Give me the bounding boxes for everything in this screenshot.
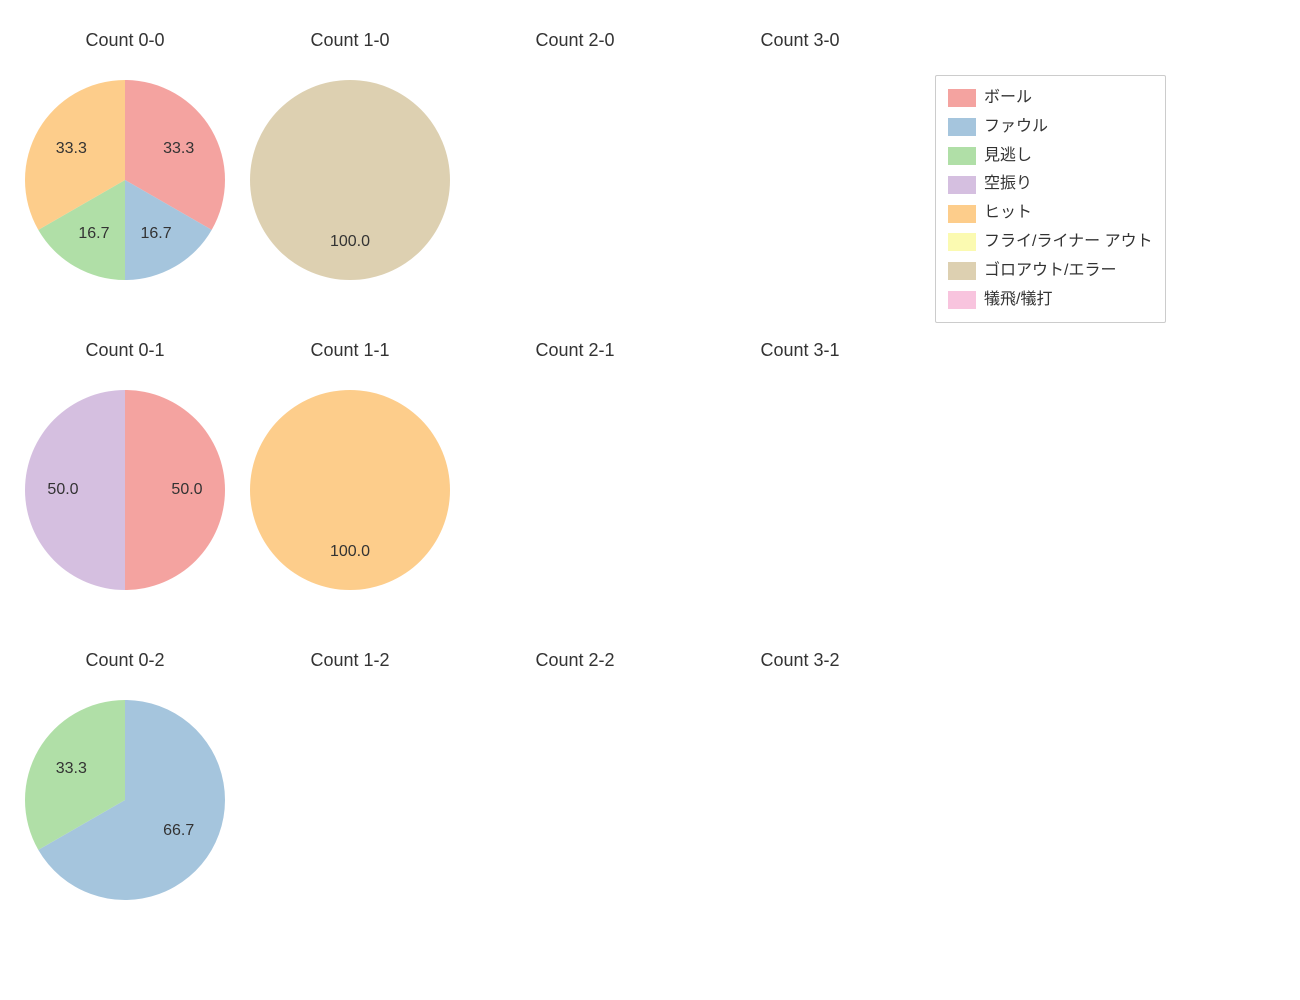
legend-swatch: [948, 233, 976, 251]
pie-chart: [23, 78, 227, 282]
legend-swatch: [948, 205, 976, 223]
legend-label: 空振り: [984, 170, 1032, 199]
pie-slice-label: 66.7: [163, 822, 194, 840]
legend-item: ボール: [948, 84, 1153, 113]
pie-slice-label: 100.0: [330, 233, 370, 251]
legend-item: ファウル: [948, 113, 1153, 142]
legend-item: 空振り: [948, 170, 1153, 199]
panel-title: Count 2-1: [535, 340, 614, 361]
legend-swatch: [948, 147, 976, 165]
panel-title: Count 3-0: [760, 30, 839, 51]
legend-label: ボール: [984, 84, 1032, 113]
legend-item: フライ/ライナー アウト: [948, 228, 1153, 257]
pie-slice-label: 16.7: [140, 225, 171, 243]
pie-slice-label: 33.3: [56, 760, 87, 778]
legend-label: 犠飛/犠打: [984, 286, 1052, 315]
pie-slice-label: 50.0: [47, 481, 78, 499]
panel-title: Count 2-0: [535, 30, 614, 51]
panel-title: Count 1-0: [310, 30, 389, 51]
legend-label: ゴロアウト/エラー: [984, 257, 1116, 286]
legend-label: 見逃し: [984, 142, 1032, 171]
legend-swatch: [948, 262, 976, 280]
panel-title: Count 3-1: [760, 340, 839, 361]
legend-label: フライ/ライナー アウト: [984, 228, 1153, 257]
legend-item: 犠飛/犠打: [948, 286, 1153, 315]
pie-slice-label: 16.7: [78, 225, 109, 243]
panel-title: Count 0-2: [85, 650, 164, 671]
legend: ボールファウル見逃し空振りヒットフライ/ライナー アウトゴロアウト/エラー犠飛/…: [935, 75, 1166, 323]
legend-swatch: [948, 176, 976, 194]
chart-stage: Count 0-0 33.3 16.7 16.7 33.3 Count 1-0 100.0 C…: [0, 0, 1300, 1000]
pie-slice-label: 33.3: [56, 140, 87, 158]
legend-label: ヒット: [984, 199, 1032, 228]
legend-swatch: [948, 89, 976, 107]
pie-slice-label: 50.0: [171, 481, 202, 499]
panel-title: Count 1-2: [310, 650, 389, 671]
pie-chart: [248, 78, 452, 282]
panel-title: Count 3-2: [760, 650, 839, 671]
panel-title: Count 0-0: [85, 30, 164, 51]
legend-label: ファウル: [984, 113, 1048, 142]
legend-item: 見逃し: [948, 142, 1153, 171]
legend-swatch: [948, 291, 976, 309]
legend-swatch: [948, 118, 976, 136]
pie-slice-label: 100.0: [330, 543, 370, 561]
panel-title: Count 1-1: [310, 340, 389, 361]
legend-item: ヒット: [948, 199, 1153, 228]
panel-title: Count 0-1: [85, 340, 164, 361]
panel-title: Count 2-2: [535, 650, 614, 671]
pie-chart: [248, 388, 452, 592]
legend-item: ゴロアウト/エラー: [948, 257, 1153, 286]
pie-chart: [23, 698, 227, 902]
pie-slice-label: 33.3: [163, 140, 194, 158]
